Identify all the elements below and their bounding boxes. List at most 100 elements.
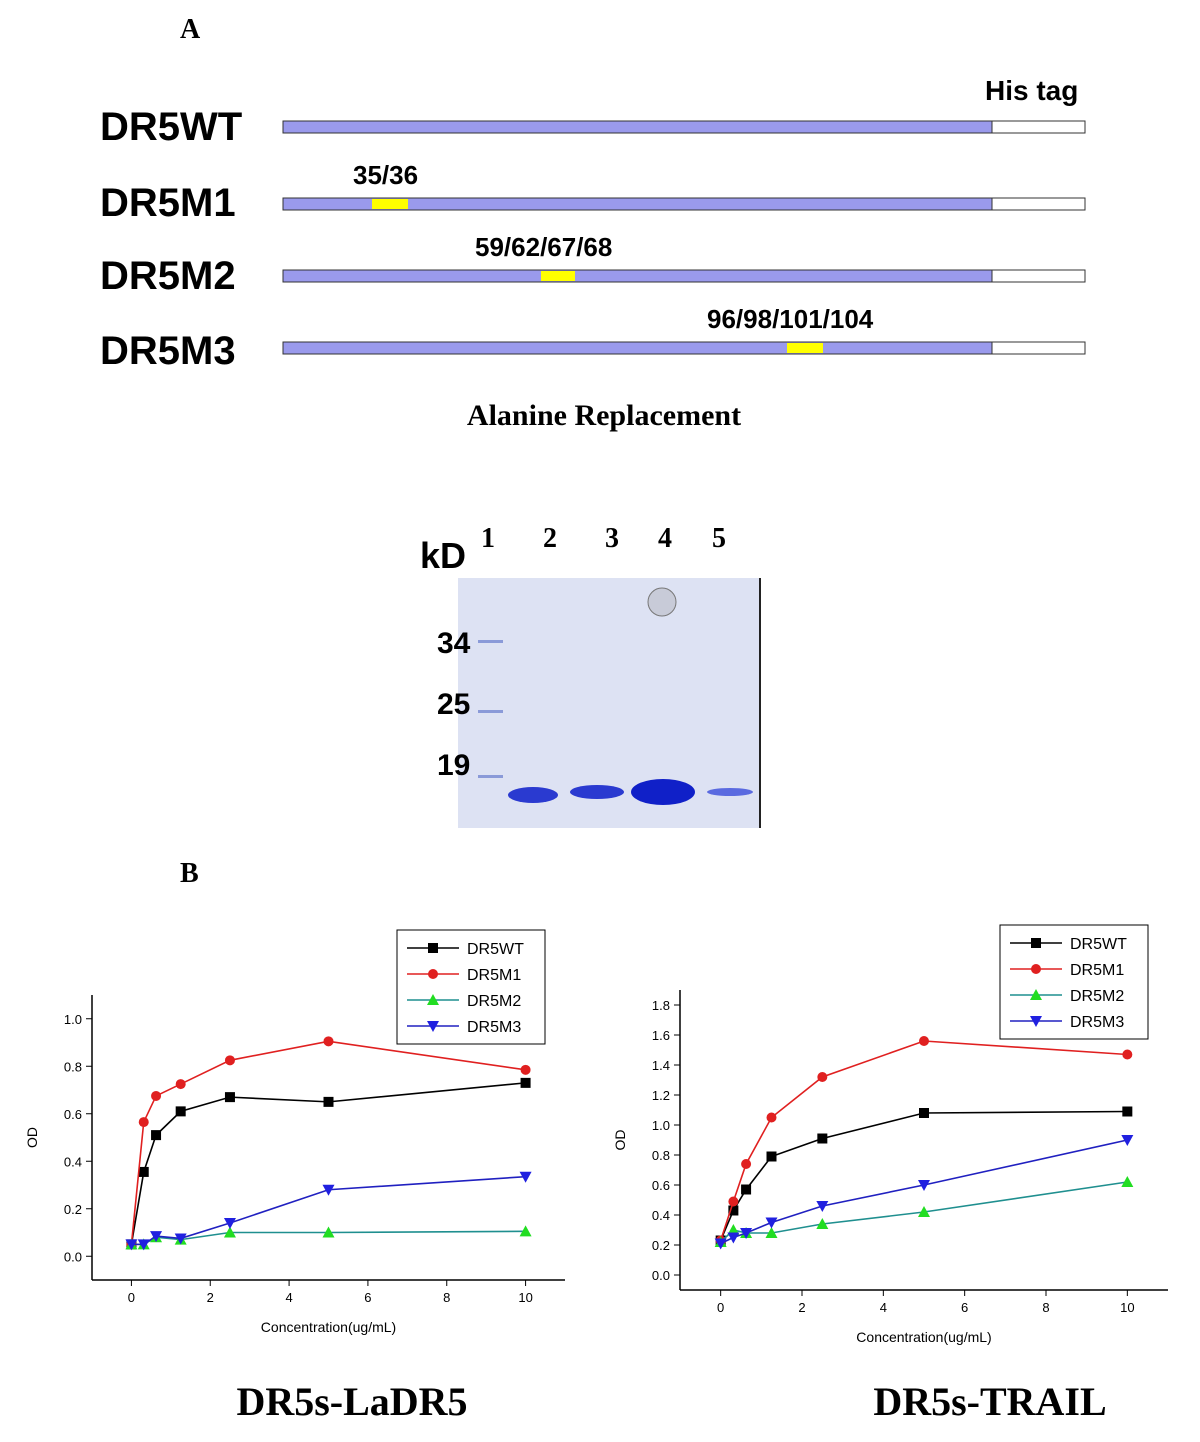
legend-marker — [1030, 989, 1042, 1000]
ladder-band — [478, 640, 503, 643]
legend-label: DR5WT — [467, 941, 524, 958]
y-tick-label: 0.0 — [64, 1249, 82, 1264]
marker — [175, 1106, 186, 1117]
marker — [151, 1130, 162, 1141]
chart-title: DR5s-TRAIL — [873, 1379, 1106, 1424]
his-tag-bar — [991, 120, 1086, 134]
bubble — [647, 587, 677, 617]
chart: 0.0 0.2 0.4 0.6 0.8 1.0 1.2 1.4 1.6 1.8 0 2 4 6 8 10 Con… — [612, 924, 1168, 1424]
x-tick-label: 2 — [207, 1290, 214, 1305]
marker — [519, 1225, 532, 1237]
marker — [520, 1064, 531, 1075]
marker — [323, 1036, 334, 1047]
marker — [766, 1112, 777, 1123]
lane-label: 2 — [543, 523, 557, 554]
construct: DR5WT — [100, 105, 1086, 149]
marker-label: 19 — [437, 749, 470, 782]
marker — [150, 1231, 163, 1243]
x-tick-label: 2 — [798, 1300, 805, 1315]
x-tick-label: 8 — [1042, 1300, 1049, 1315]
panel-label: A — [180, 14, 201, 45]
mutation-label: 96/98/101/104 — [707, 304, 874, 334]
y-tick-label: 1.0 — [64, 1012, 82, 1027]
y-tick-label: 0.4 — [652, 1208, 670, 1223]
legend-label: DR5WT — [1070, 936, 1127, 953]
marker-label: 25 — [437, 688, 470, 721]
y-tick-label: 0.8 — [652, 1148, 670, 1163]
caption: Alanine Replacement — [467, 399, 741, 432]
construct-name: DR5M1 — [100, 181, 236, 225]
marker — [714, 1238, 727, 1250]
his-tag-bar — [991, 341, 1086, 355]
marker — [519, 1171, 532, 1183]
legend-label: DR5M2 — [467, 993, 521, 1010]
y-tick-label: 0.6 — [652, 1178, 670, 1193]
protein-band — [570, 785, 624, 799]
gel: kD 1 2 3 4 5 34 25 19 — [420, 523, 761, 828]
marker — [918, 1206, 930, 1217]
protein-bar — [282, 341, 993, 355]
marker — [766, 1151, 777, 1162]
ladder-band — [478, 710, 503, 713]
ladder-band — [478, 775, 503, 778]
legend-label: DR5M3 — [1070, 1014, 1124, 1031]
series-line — [130, 1040, 526, 1245]
marker — [727, 1224, 740, 1235]
marker — [322, 1184, 335, 1196]
legend-marker — [428, 943, 438, 953]
construct: DR5M2 59/62/67/68 — [100, 232, 1086, 298]
marker — [816, 1201, 829, 1212]
y-tick-label: 1.0 — [652, 1118, 670, 1133]
protein-bar — [282, 269, 993, 283]
legend: DR5WT DR5M1 DR5M2 DR5M3 — [396, 929, 546, 1045]
marker — [765, 1227, 778, 1238]
y-axis-label: OD — [612, 1130, 628, 1151]
marker — [138, 1117, 149, 1128]
marker — [138, 1166, 149, 1177]
his-tag-bar — [991, 197, 1086, 211]
marker — [728, 1205, 739, 1216]
marker — [224, 1092, 235, 1103]
marker — [151, 1090, 162, 1101]
chart-title: DR5s-LaDR5 — [236, 1379, 467, 1424]
marker — [1121, 1135, 1134, 1146]
y-tick-label: 0.2 — [652, 1238, 670, 1253]
chart: 0.0 0.2 0.4 0.6 0.8 1.0 0 2 4 6 8 10 Concentration(u… — [24, 929, 565, 1424]
marker — [741, 1159, 752, 1169]
mutation-label: 59/62/67/68 — [475, 232, 612, 262]
his-tag-bar — [991, 269, 1086, 283]
legend-marker — [1031, 938, 1041, 948]
legend: DR5WT DR5M1 DR5M2 DR5M3 — [999, 924, 1149, 1040]
marker — [817, 1072, 828, 1082]
x-tick-label: 0 — [128, 1290, 135, 1305]
y-tick-label: 0.0 — [652, 1268, 670, 1283]
lane-label: 4 — [658, 523, 672, 554]
y-tick-label: 1.6 — [652, 1028, 670, 1043]
marker — [919, 1108, 929, 1118]
his-tag-label: His tag — [985, 75, 1078, 106]
legend-marker — [427, 1021, 439, 1032]
x-tick-label: 0 — [717, 1300, 724, 1315]
legend-label: DR5M2 — [1070, 988, 1124, 1005]
construct-name: DR5M2 — [100, 254, 236, 298]
series-line — [130, 1082, 526, 1245]
y-tick-label: 0.4 — [64, 1154, 82, 1169]
y-tick-label: 1.4 — [652, 1058, 670, 1073]
legend-marker — [427, 994, 439, 1005]
marker — [919, 1036, 929, 1046]
marker — [223, 1218, 236, 1229]
marker — [1122, 1106, 1133, 1117]
mutation-block — [541, 271, 575, 281]
construct-name: DR5M3 — [100, 329, 236, 373]
mutation-block — [787, 343, 823, 353]
legend-marker — [1031, 964, 1041, 974]
marker — [323, 1096, 334, 1107]
marker — [175, 1079, 186, 1090]
x-tick-label: 8 — [443, 1290, 450, 1305]
x-axis-label: Concentration(ug/mL) — [261, 1319, 396, 1335]
construct-name: DR5WT — [100, 105, 242, 149]
gel-unit: kD — [420, 535, 466, 576]
legend-marker — [428, 969, 438, 979]
x-tick-label: 4 — [880, 1300, 887, 1315]
